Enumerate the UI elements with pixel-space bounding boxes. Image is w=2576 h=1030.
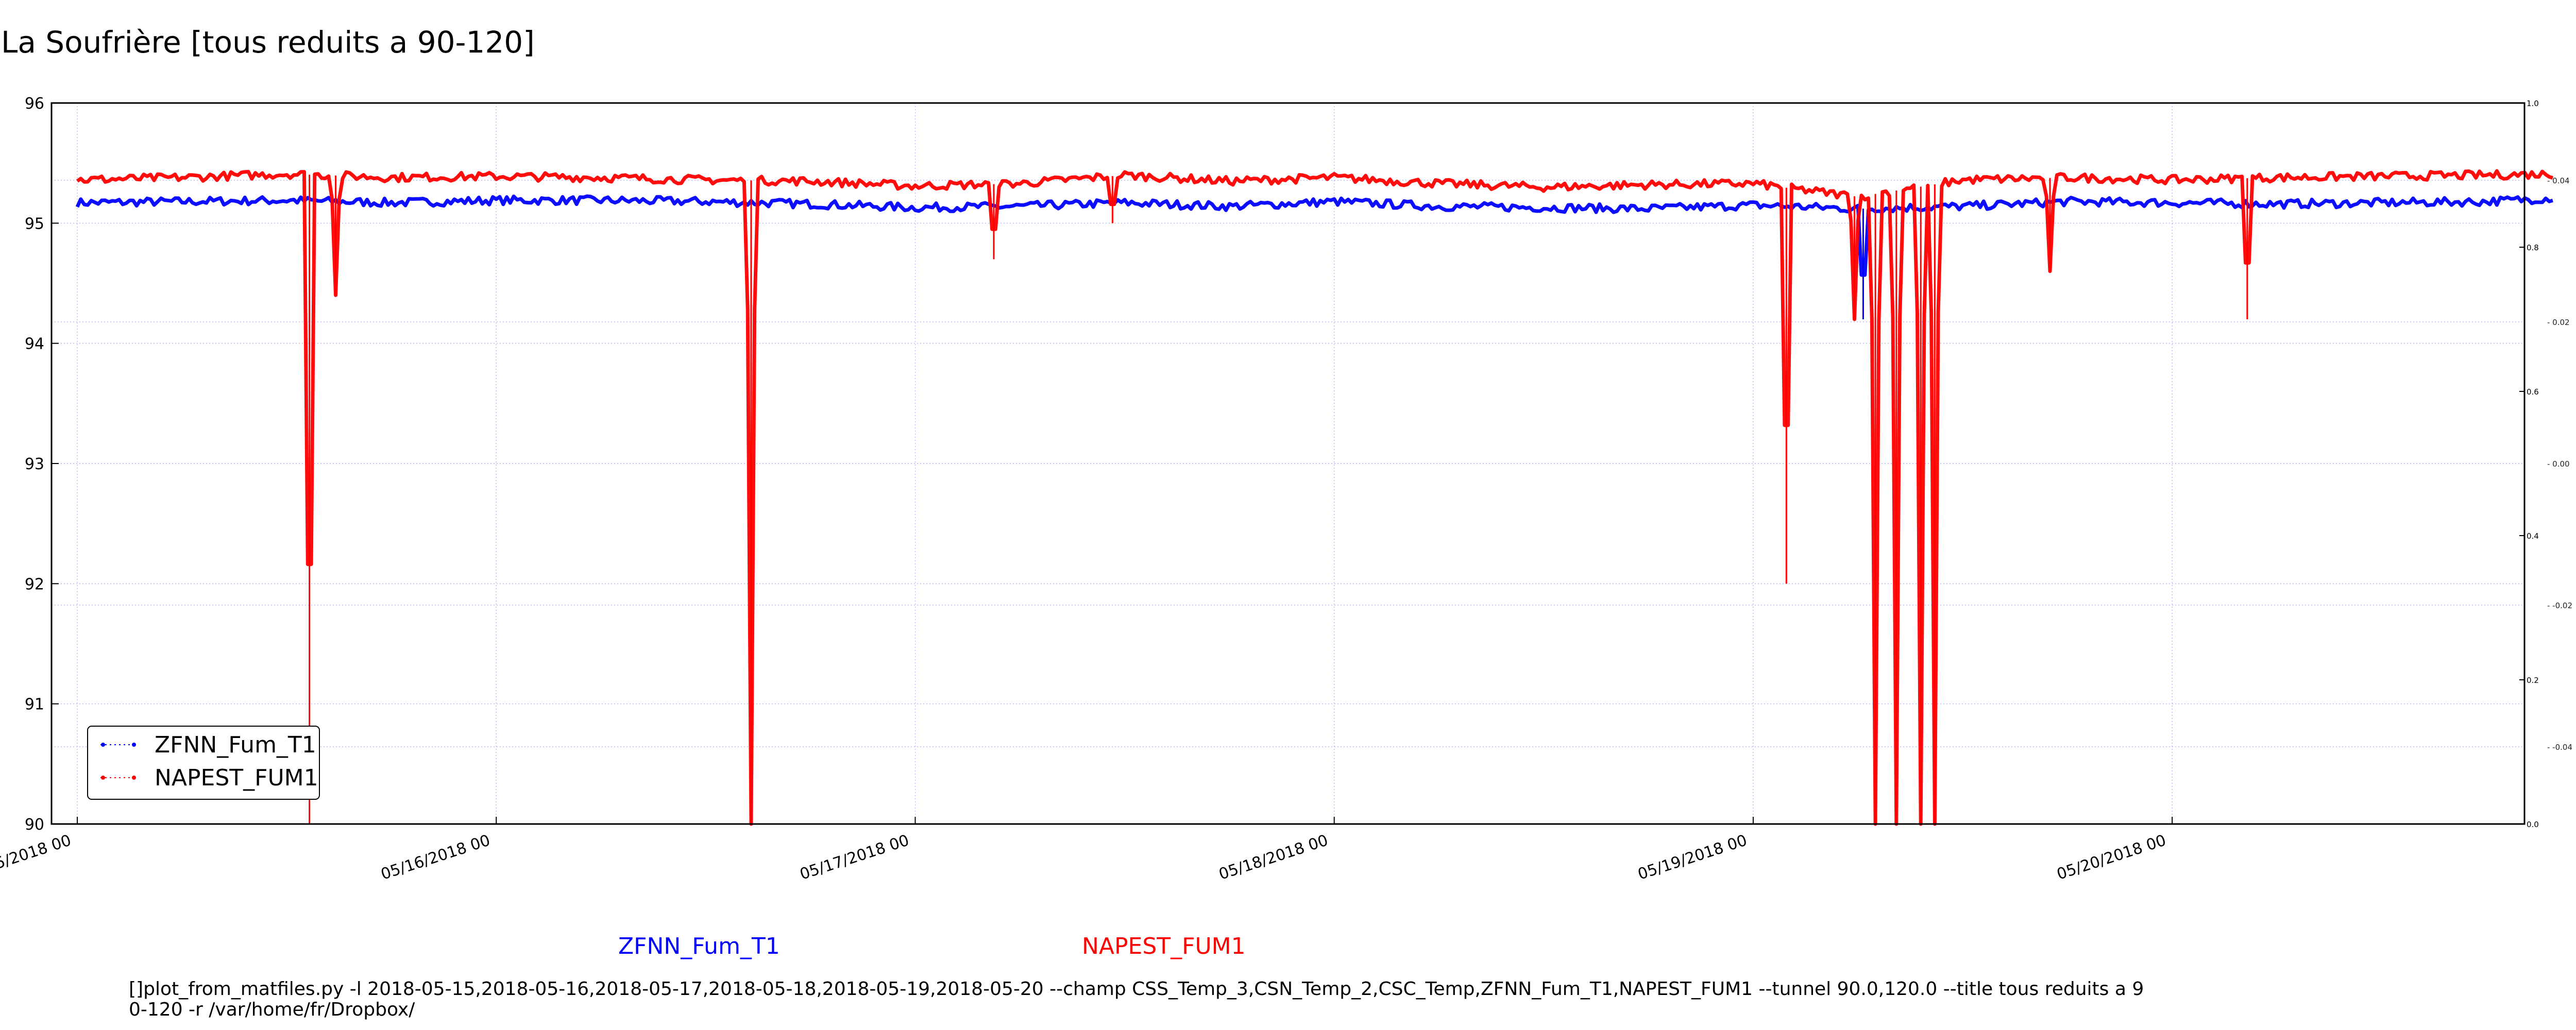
x-axis: 05/15/2018 00 05/16/2018 00 05/17/2018 00 0… bbox=[0, 817, 2173, 884]
bottom-label-zfnn: ZFNN_Fum_T1 bbox=[618, 933, 780, 959]
x-tick-label: 05/17/2018 00 bbox=[798, 831, 911, 883]
y-axis: 90 91 92 93 94 95 96 bbox=[25, 95, 59, 834]
right-tick-label: 0.2 bbox=[2527, 676, 2539, 685]
y-tick-label: 92 bbox=[25, 575, 44, 593]
legend: ZFNN_Fum_T1 NAPEST_FUM1 bbox=[87, 726, 320, 800]
legend-label-napest: NAPEST_FUM1 bbox=[155, 765, 318, 791]
right-tick-label: 0.4 bbox=[2527, 531, 2539, 541]
y-tick-label: 95 bbox=[25, 215, 44, 233]
legend-marker-zfnn bbox=[132, 743, 136, 747]
legend-box bbox=[87, 726, 320, 800]
x-tick-label: 05/15/2018 00 bbox=[0, 831, 73, 883]
legend-marker-napest bbox=[101, 776, 105, 780]
legend-marker-zfnn bbox=[101, 743, 105, 747]
x-tick-label: 05/19/2018 00 bbox=[1636, 831, 1750, 883]
right-inner-tick-label: - 0.04 bbox=[2547, 176, 2570, 185]
series-layer bbox=[75, 169, 2553, 826]
right-inner-tick-label: - -0.04 bbox=[2547, 743, 2572, 752]
right-tick-label: 0.0 bbox=[2527, 820, 2539, 829]
right-tick-label: 1.0 bbox=[2527, 99, 2539, 108]
right-inner-tick-label: - -0.02 bbox=[2547, 601, 2572, 610]
series-line-zfnn-fum-t1 bbox=[75, 194, 2553, 277]
y-tick-label: 94 bbox=[25, 335, 44, 353]
legend-marker-napest bbox=[132, 776, 136, 780]
right-axis: 0.0 0.2 0.4 0.6 0.8 1.0 - -0.04 - -0.02 - 0.00 - … bbox=[2519, 99, 2572, 829]
right-inner-tick-label: - 0.02 bbox=[2547, 318, 2570, 327]
legend-label-zfnn: ZFNN_Fum_T1 bbox=[155, 732, 316, 758]
y-tick-label: 91 bbox=[25, 696, 44, 714]
right-inner-tick-label: - 0.00 bbox=[2547, 459, 2570, 469]
series-line-napest-fum1 bbox=[76, 169, 2553, 826]
command-line-2: 0-120 -r /var/home/fr/Dropbox/ bbox=[129, 999, 415, 1020]
right-tick-label: 0.8 bbox=[2527, 243, 2539, 252]
bottom-label-napest: NAPEST_FUM1 bbox=[1082, 933, 1246, 959]
x-tick-label: 05/18/2018 00 bbox=[1217, 831, 1331, 883]
y-tick-label: 96 bbox=[25, 95, 44, 113]
x-tick-label: 05/20/2018 00 bbox=[2055, 831, 2168, 883]
chart-title: La Soufrière [tous reduits a 90-120] bbox=[1, 25, 535, 60]
command-line-1: []plot_from_matfiles.py -l 2018-05-15,20… bbox=[129, 978, 2144, 1000]
grid bbox=[52, 102, 2524, 825]
y-tick-label: 93 bbox=[25, 455, 44, 473]
x-tick-label: 05/16/2018 00 bbox=[379, 831, 493, 883]
right-tick-label: 0.6 bbox=[2527, 387, 2539, 397]
y-tick-label: 90 bbox=[25, 816, 44, 834]
